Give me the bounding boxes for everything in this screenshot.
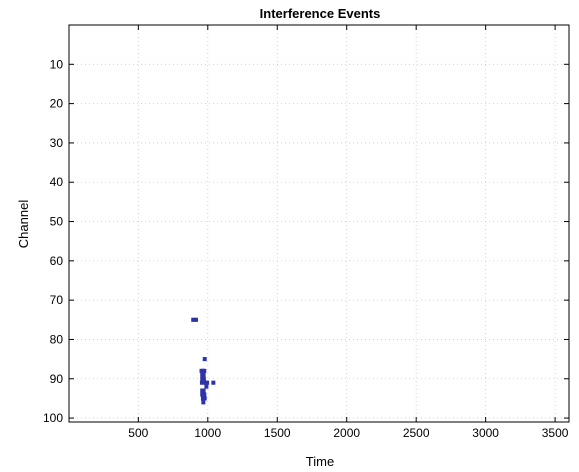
event-cell (204, 384, 209, 389)
y-tick-label: 90 (50, 372, 64, 386)
event-cell (201, 372, 206, 377)
x-axis-label: Time (306, 454, 334, 469)
y-axis-ticks: 10 20 30 40 50 60 70 80 90 100 (43, 57, 569, 425)
x-tick-label: 2500 (403, 426, 430, 440)
event-cell (199, 380, 204, 385)
y-tick-label: 100 (43, 411, 63, 425)
x-tick-label: 500 (128, 426, 148, 440)
y-tick-label: 70 (50, 293, 64, 307)
grid-lines (69, 25, 569, 422)
y-tick-label: 40 (50, 175, 64, 189)
event-cell (202, 392, 207, 397)
x-tick-label: 1000 (194, 426, 221, 440)
chart-title: Interference Events (260, 6, 381, 21)
event-cell (205, 380, 210, 385)
event-cell (193, 317, 198, 322)
x-tick-label: 3000 (472, 426, 499, 440)
event-cell (202, 396, 207, 401)
y-tick-label: 20 (50, 97, 64, 111)
y-tick-label: 60 (50, 254, 64, 268)
event-cell (202, 368, 207, 373)
x-tick-label: 1500 (264, 426, 291, 440)
event-cell (211, 380, 216, 385)
y-tick-label: 50 (50, 215, 64, 229)
event-cell (200, 392, 205, 397)
plot-frame (68, 24, 570, 423)
event-cell (201, 400, 206, 405)
y-tick-label: 30 (50, 136, 64, 150)
event-cell (191, 317, 196, 322)
x-tick-label: 2000 (333, 426, 360, 440)
x-tick-label: 3500 (542, 426, 569, 440)
event-cell (201, 376, 206, 381)
y-tick-label: 10 (50, 57, 64, 71)
event-cell (201, 388, 206, 393)
x-axis-ticks: 500 1000 1500 2000 2500 3000 3500 (128, 25, 569, 440)
event-cells (191, 317, 216, 405)
y-axis-label: Channel (16, 200, 31, 249)
y-tick-label: 80 (50, 332, 64, 346)
event-cell (202, 357, 207, 362)
